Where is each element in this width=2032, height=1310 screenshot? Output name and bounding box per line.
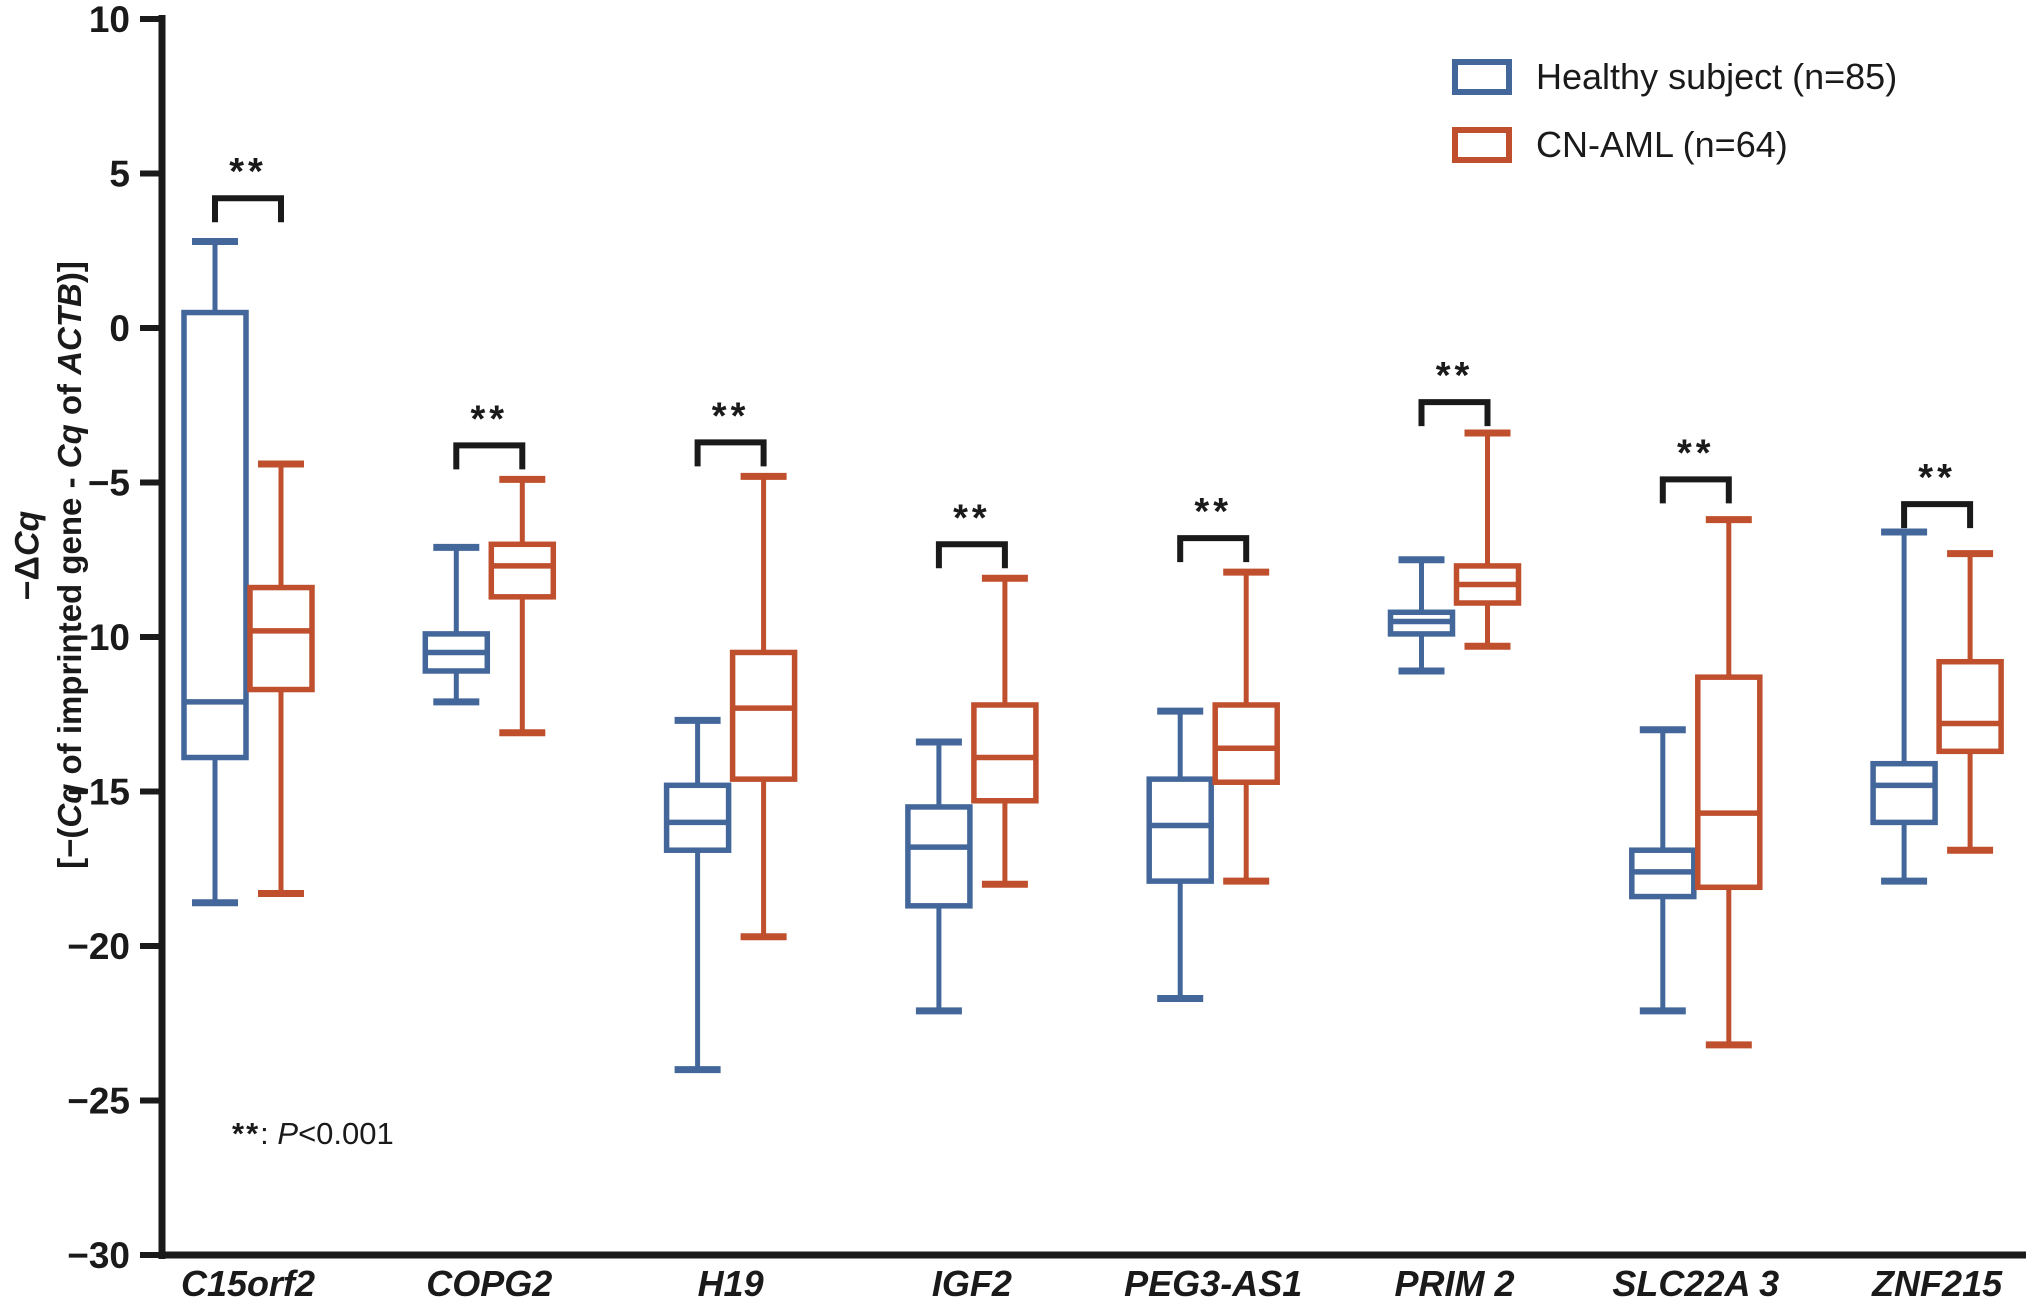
box-healthy-SLC22A 3	[1629, 726, 1697, 1015]
sig-bracket-PRIM 2: **	[1418, 355, 1491, 427]
sig-bracket-SLC22A 3: **	[1659, 432, 1732, 504]
sig-stars: **	[953, 497, 991, 539]
y-tick-label: −15	[67, 772, 130, 813]
box-healthy-IGF2	[905, 738, 973, 1015]
box-cnaml-COPG2	[488, 475, 557, 737]
y-tick-label: 5	[109, 154, 130, 195]
p-note-stars: **	[232, 1116, 261, 1151]
x-category-label: IGF2	[932, 1263, 1012, 1304]
sig-bracket-ZNF215: **	[1901, 457, 1974, 529]
sig-stars: **	[712, 395, 750, 437]
y-axis-sub-seg-italic: Cq	[51, 783, 88, 828]
y-axis-sub-seg-italic: Cq	[51, 424, 88, 469]
legend-item-cnaml: CN-AML (n=64)	[1452, 124, 1897, 166]
legend-item-healthy: Healthy subject (n=85)	[1452, 56, 1897, 98]
sig-stars: **	[1194, 491, 1232, 533]
box-healthy-H19	[663, 716, 732, 1074]
y-tick-label: −10	[67, 617, 130, 658]
box-cnaml-IGF2	[971, 574, 1039, 888]
x-category-label: PRIM 2	[1394, 1263, 1514, 1304]
y-axis-title-sub: [−(Cq of imprinted gene - Cq of ACTB)]	[51, 185, 89, 945]
y-axis-sub-seg-italic: ACTB	[51, 283, 88, 375]
p-note-p-italic: P	[277, 1116, 299, 1151]
p-note-colon: :	[260, 1116, 278, 1151]
legend-swatch-healthy-icon	[1452, 59, 1512, 95]
y-axis-sub-seg: of imprinted gene -	[51, 468, 88, 784]
y-axis-sub-seg: of	[51, 374, 88, 425]
y-tick-label: 0	[109, 308, 130, 349]
y-axis-title-main: −ΔCq	[9, 356, 48, 756]
sig-stars: **	[471, 398, 509, 440]
y-axis: 10 5 0 −5 −10 −15 −20 −25 −30	[67, 0, 166, 1276]
sig-bracket-H19: **	[694, 395, 767, 467]
legend-label-cnaml: CN-AML (n=64)	[1536, 124, 1788, 165]
p-value-note: **: P<0.001	[232, 1116, 394, 1152]
y-axis-sub-seg: )]	[51, 261, 88, 284]
box-cnaml-C15orf2	[247, 460, 315, 897]
x-category-label: C15orf2	[181, 1263, 315, 1304]
legend-label-healthy: Healthy subject (n=85)	[1536, 56, 1898, 97]
sig-bracket-COPG2: **	[453, 398, 526, 470]
y-tick-label: −5	[88, 463, 130, 504]
p-note-value: <0.001	[298, 1116, 394, 1151]
legend: Healthy subject (n=85) CN-AML (n=64)	[1452, 56, 1897, 166]
sig-stars: **	[1677, 432, 1715, 474]
x-category-label: PEG3-AS1	[1124, 1263, 1302, 1304]
x-category-label: ZNF215	[1871, 1263, 2003, 1304]
x-axis: C15orf2 COPG2 H19 IGF2 PEG3-AS1 PRIM 2 SLC22A …	[159, 1251, 2026, 1304]
box-healthy-PRIM 2	[1387, 556, 1456, 675]
box-cnaml-ZNF215	[1936, 550, 2004, 854]
y-axis-title-main-prefix: −Δ	[8, 556, 47, 601]
box-healthy-PEG3-AS1	[1146, 707, 1214, 1003]
sig-bracket-IGF2: **	[935, 497, 1008, 569]
x-category-label: SLC22A 3	[1612, 1263, 1779, 1304]
box-healthy-COPG2	[422, 543, 491, 706]
y-tick-label: −25	[67, 1081, 130, 1122]
series-healthy	[181, 237, 1938, 1074]
box-cnaml-SLC22A 3	[1695, 516, 1763, 1049]
sig-bracket-C15orf2: **	[212, 151, 284, 223]
box-cnaml-H19	[729, 472, 798, 941]
sig-stars: **	[1918, 457, 1956, 499]
box-healthy-C15orf2	[181, 237, 249, 907]
y-axis-title-main-italic: Cq	[8, 510, 47, 557]
y-tick-label: −30	[67, 1235, 130, 1276]
y-tick-label: −20	[67, 926, 130, 967]
box-cnaml-PEG3-AS1	[1212, 568, 1280, 885]
x-category-label: COPG2	[426, 1263, 552, 1304]
series-cnaml	[247, 429, 2004, 1049]
box-cnaml-PRIM 2	[1453, 429, 1522, 650]
legend-swatch-cnaml-icon	[1452, 127, 1512, 163]
y-axis-sub-seg: [−(	[51, 827, 88, 869]
sig-bracket-PEG3-AS1: **	[1177, 491, 1250, 563]
sig-stars: **	[1436, 355, 1474, 397]
box-healthy-ZNF215	[1870, 528, 1938, 885]
sig-stars: **	[229, 151, 267, 193]
y-tick-label: 10	[89, 0, 130, 40]
x-category-label: H19	[698, 1263, 764, 1304]
